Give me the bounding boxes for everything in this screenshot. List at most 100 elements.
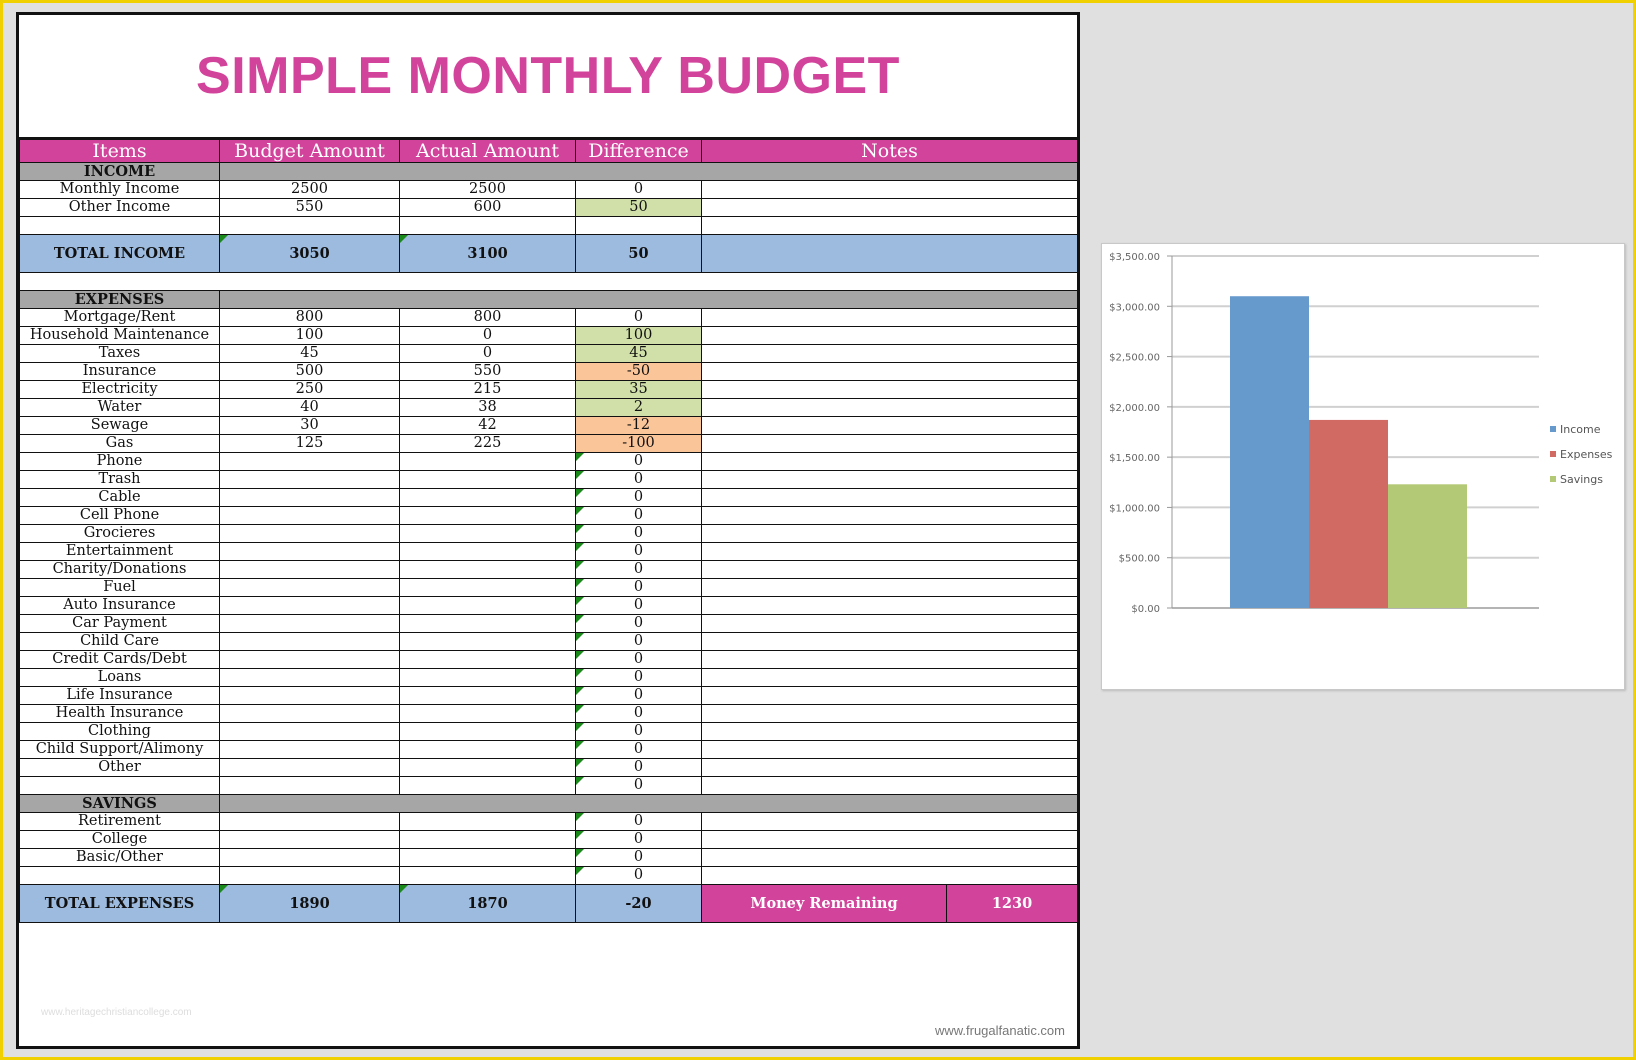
notes-cell bbox=[700, 614, 1079, 633]
budget-chart: $0.00 $500.00 $1,000.00 $1,500.00 $2,000.00 $… bbox=[1101, 243, 1625, 690]
watermark: www.heritagechristiancollege.com bbox=[41, 1007, 192, 1018]
column-header: Budget Amount bbox=[219, 139, 400, 163]
budget-cell bbox=[219, 470, 400, 489]
legend-swatch-savings bbox=[1550, 476, 1556, 482]
budget-cell bbox=[219, 578, 400, 597]
actual-cell: 600 bbox=[399, 198, 576, 217]
notes-cell bbox=[700, 776, 1079, 795]
table-row: Loans 0 bbox=[19, 668, 1079, 687]
notes-cell bbox=[700, 506, 1079, 525]
actual-cell bbox=[399, 740, 576, 759]
table-row: Retirement 0 bbox=[19, 812, 1079, 831]
difference-cell: -12 bbox=[575, 416, 702, 435]
notes-cell bbox=[700, 722, 1079, 741]
table-row: Monthly Income 2500 2500 0 bbox=[19, 180, 1079, 199]
budget-cell bbox=[219, 704, 400, 723]
difference-cell: -50 bbox=[575, 362, 702, 381]
column-header: Notes bbox=[700, 139, 1079, 163]
item-cell: College bbox=[19, 830, 220, 849]
table-row: Taxes 45 0 45 bbox=[19, 344, 1079, 363]
actual-cell bbox=[399, 704, 576, 723]
chart-svg: $0.00 $500.00 $1,000.00 $1,500.00 $2,000.00 $… bbox=[1109, 252, 1613, 615]
item-cell: Water bbox=[19, 398, 220, 417]
actual-cell: 0 bbox=[399, 344, 576, 363]
item-cell: Monthly Income bbox=[19, 180, 220, 199]
section-label: INCOME bbox=[19, 162, 220, 181]
total-budget: 1890 bbox=[219, 884, 400, 923]
table-row: Credit Cards/Debt 0 bbox=[19, 650, 1079, 669]
difference-cell: 0 bbox=[575, 848, 702, 867]
bar-expenses bbox=[1309, 419, 1388, 608]
budget-cell bbox=[219, 542, 400, 561]
budget-sheet: SIMPLE MONTHLY BUDGET Items Budget Amount… bbox=[16, 12, 1080, 1049]
notes-cell bbox=[700, 524, 1079, 543]
section-label: SAVINGS bbox=[19, 794, 220, 813]
actual-cell bbox=[399, 542, 576, 561]
budget-cell bbox=[219, 560, 400, 579]
actual-cell bbox=[399, 830, 576, 849]
budget-cell bbox=[219, 740, 400, 759]
notes-cell bbox=[700, 668, 1079, 687]
notes-cell bbox=[700, 416, 1079, 435]
difference-cell: 50 bbox=[575, 198, 702, 217]
item-cell: Health Insurance bbox=[19, 704, 220, 723]
column-header: Items bbox=[19, 139, 220, 163]
actual-cell bbox=[399, 650, 576, 669]
actual-cell bbox=[399, 470, 576, 489]
actual-cell bbox=[399, 812, 576, 831]
difference-cell: 100 bbox=[575, 326, 702, 345]
actual-cell bbox=[399, 758, 576, 777]
actual-cell: 550 bbox=[399, 362, 576, 381]
legend-swatch-income bbox=[1550, 426, 1556, 432]
item-cell: Entertainment bbox=[19, 542, 220, 561]
table-row: Cable 0 bbox=[19, 488, 1079, 507]
actual-cell bbox=[399, 632, 576, 651]
table-row: Gas 125 225 -100 bbox=[19, 434, 1079, 453]
item-cell: Basic/Other bbox=[19, 848, 220, 867]
difference-cell: 0 bbox=[575, 776, 702, 795]
budget-cell bbox=[219, 758, 400, 777]
section-fill bbox=[218, 794, 1079, 813]
difference-cell: 0 bbox=[575, 524, 702, 543]
y-tick-label: $1,500.00 bbox=[1109, 453, 1160, 464]
difference-cell: 0 bbox=[575, 596, 702, 615]
notes-cell bbox=[700, 180, 1079, 199]
notes-cell bbox=[700, 216, 1079, 235]
actual-cell bbox=[399, 866, 576, 885]
item-cell: Retirement bbox=[19, 812, 220, 831]
budget-cell bbox=[219, 216, 400, 235]
item-cell: Electricity bbox=[19, 380, 220, 399]
table-row: Electricity 250 215 35 bbox=[19, 380, 1079, 399]
item-cell: Car Payment bbox=[19, 614, 220, 633]
legend-swatch-expenses bbox=[1550, 451, 1556, 457]
table-row: Trash 0 bbox=[19, 470, 1079, 489]
difference-cell: 0 bbox=[575, 632, 702, 651]
actual-cell bbox=[399, 848, 576, 867]
y-tick-label: $500.00 bbox=[1119, 554, 1160, 565]
actual-cell: 0 bbox=[399, 326, 576, 345]
y-tick-label: $2,500.00 bbox=[1109, 353, 1160, 364]
item-cell: Loans bbox=[19, 668, 220, 687]
budget-cell bbox=[219, 524, 400, 543]
difference-cell: 2 bbox=[575, 398, 702, 417]
difference-cell: 45 bbox=[575, 344, 702, 363]
footer-url: www.frugalfanatic.com bbox=[934, 1023, 1065, 1038]
y-tick-label: $0.00 bbox=[1131, 604, 1160, 615]
item-cell: Auto Insurance bbox=[19, 596, 220, 615]
notes-cell bbox=[700, 686, 1079, 705]
actual-cell bbox=[399, 668, 576, 687]
section-header-row: INCOME bbox=[19, 162, 1079, 181]
table-header-row: Items Budget Amount Actual Amount Differenc… bbox=[19, 139, 1079, 163]
budget-cell bbox=[219, 506, 400, 525]
legend-label-savings: Savings bbox=[1560, 473, 1603, 486]
actual-cell bbox=[399, 452, 576, 471]
difference-cell: 0 bbox=[575, 740, 702, 759]
budget-cell bbox=[219, 866, 400, 885]
item-cell: Grocieres bbox=[19, 524, 220, 543]
item-cell: Phone bbox=[19, 452, 220, 471]
total-income-row: TOTAL INCOME 3050 3100 50 bbox=[19, 234, 1079, 273]
notes-cell bbox=[700, 452, 1079, 471]
table-row: Health Insurance 0 bbox=[19, 704, 1079, 723]
page-title: SIMPLE MONTHLY BUDGET bbox=[19, 15, 1077, 139]
table-row: Basic/Other 0 bbox=[19, 848, 1079, 867]
